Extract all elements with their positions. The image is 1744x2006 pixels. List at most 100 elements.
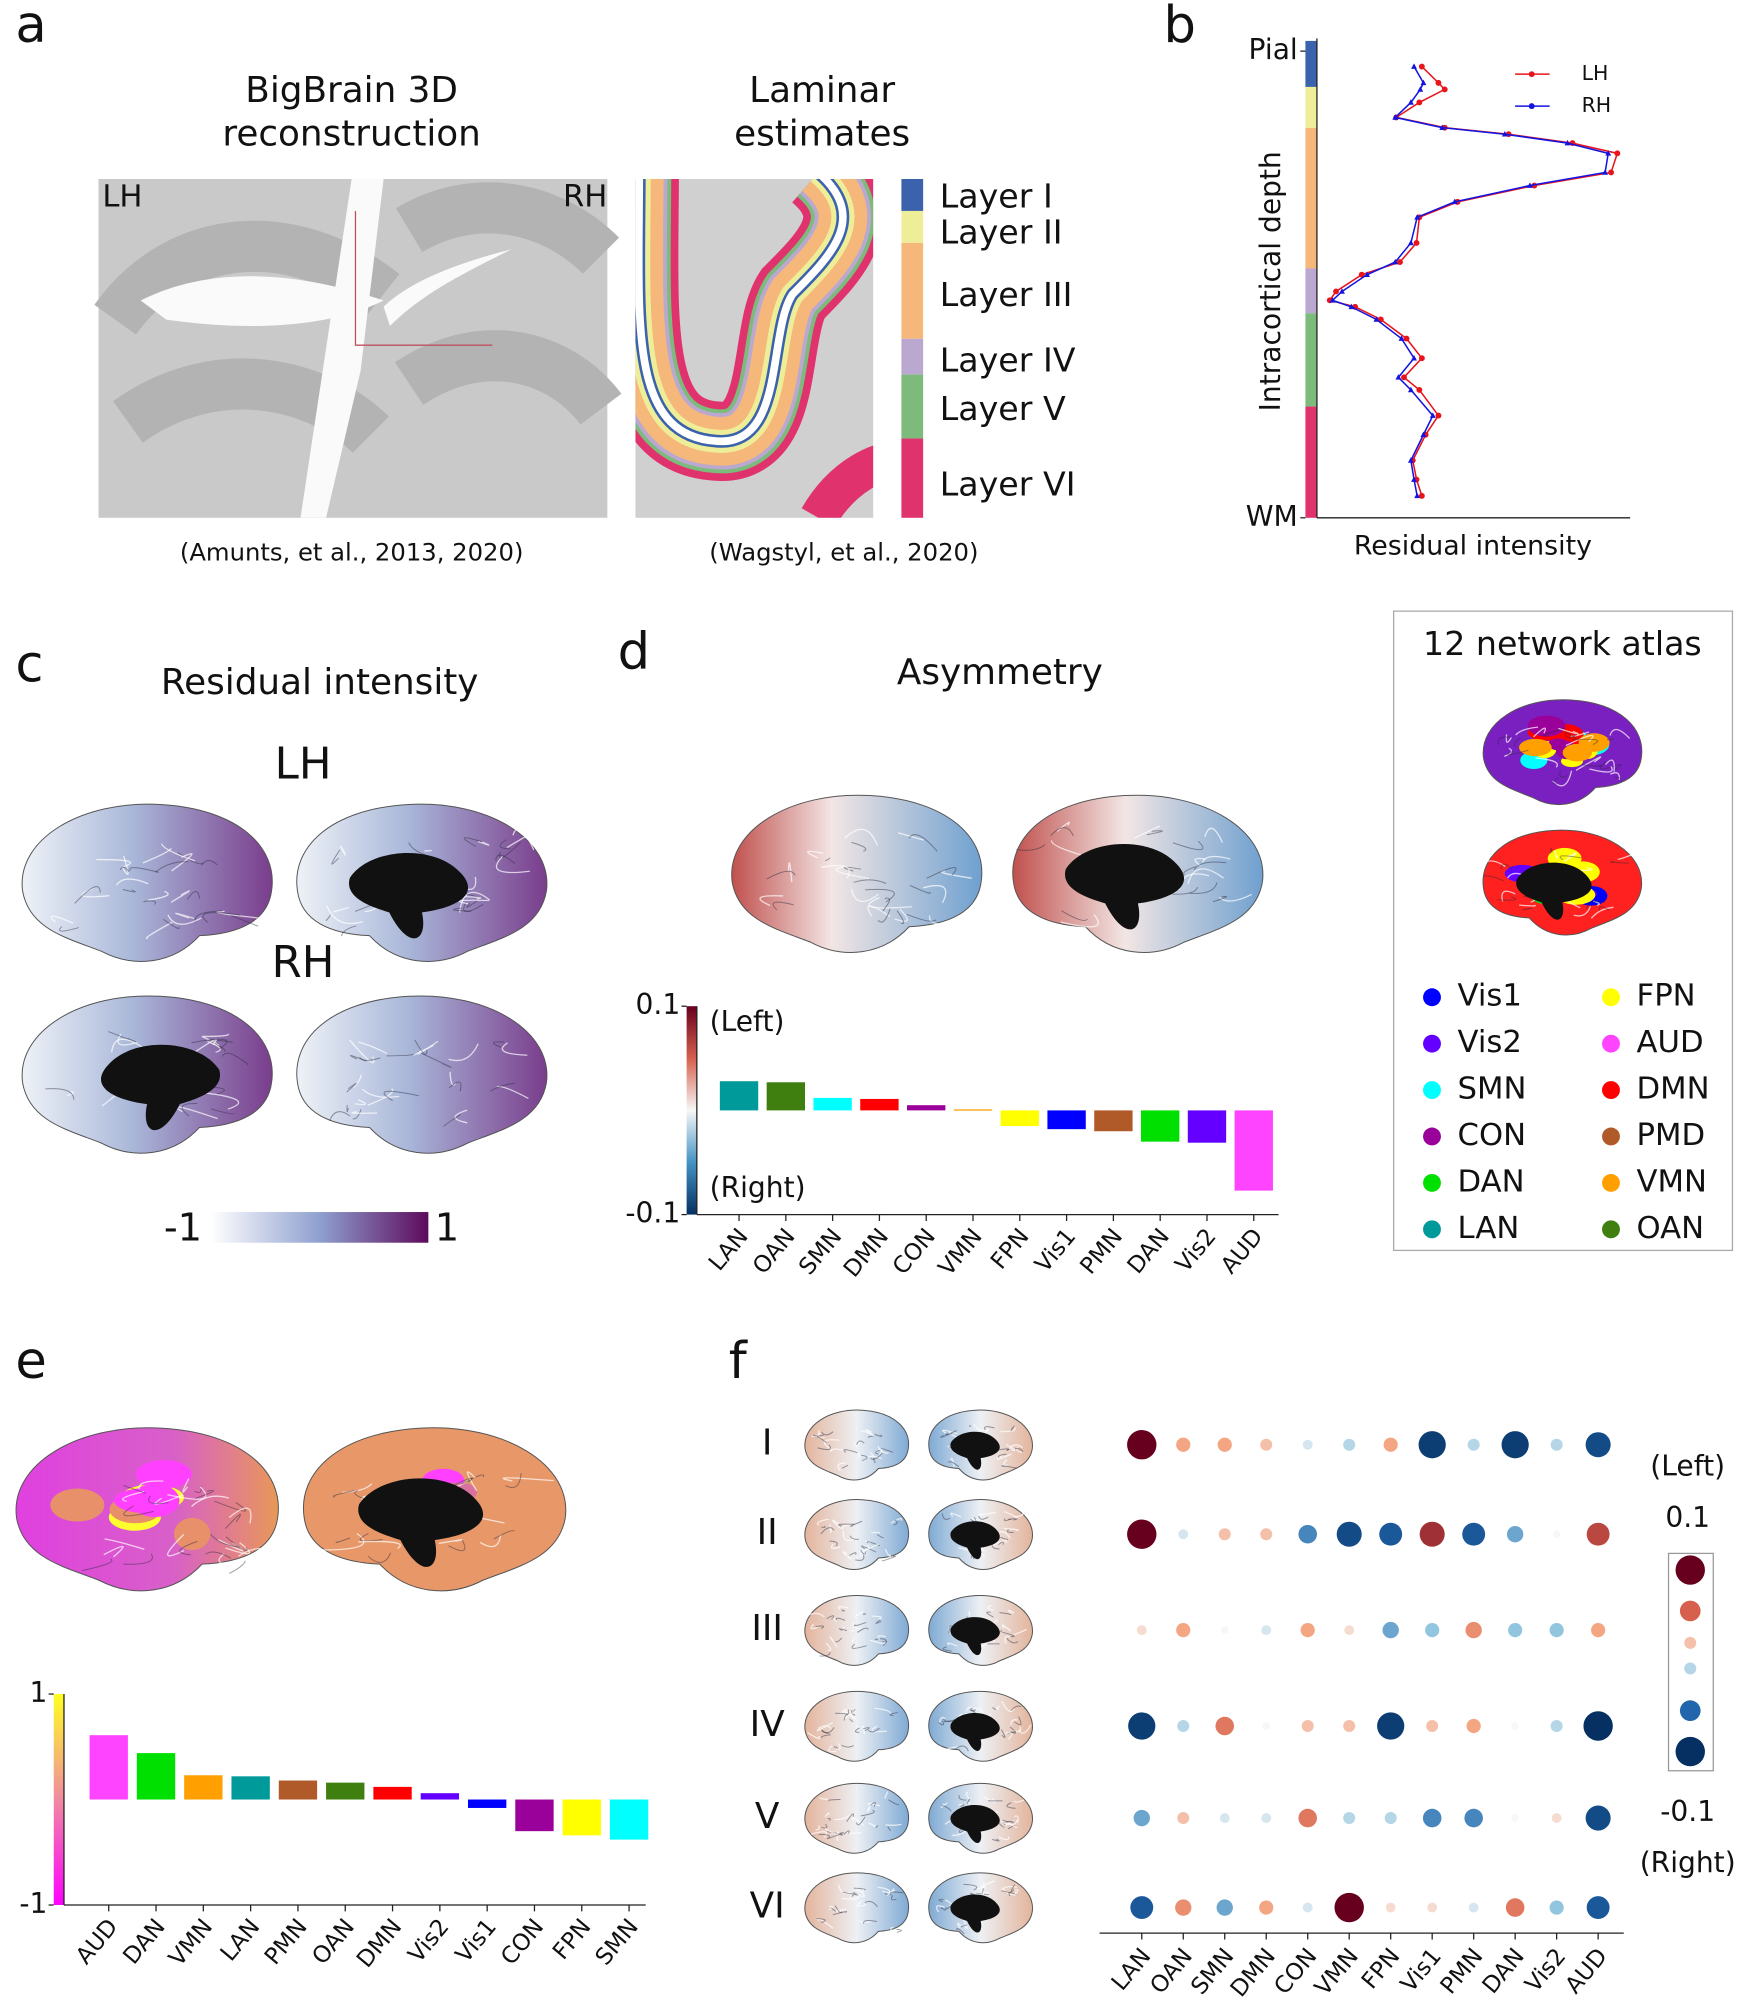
brain-sulcus (1483, 876, 1503, 881)
dot (1506, 1526, 1524, 1543)
panel-letter: e (15, 1332, 46, 1391)
brain-sulcus (944, 1719, 956, 1722)
brain-sulcus (809, 1613, 824, 1616)
point (1392, 114, 1399, 120)
white-matter (300, 178, 384, 518)
brain-sulcus (865, 1901, 877, 1906)
brain-sulcus (167, 1487, 205, 1500)
brain-sulcus (1001, 1886, 1017, 1890)
panel-title: Laminar (749, 70, 895, 111)
brain-sulcus (865, 889, 894, 901)
brain-region (174, 1517, 211, 1551)
brain-sulcus (891, 1518, 902, 1523)
point (1420, 431, 1427, 438)
brain-sulcus (418, 1052, 451, 1068)
brain-sulcus (910, 885, 930, 893)
brain-sulcus (882, 1556, 896, 1561)
brain-surface (297, 804, 547, 961)
brain-sulcus (425, 850, 432, 851)
brain-sulcus (368, 1089, 393, 1105)
layer-swatch (1305, 40, 1317, 87)
brain-sulcus (941, 1908, 945, 1911)
brain-sulcus (1014, 1816, 1018, 1823)
brain-sulcus (1219, 894, 1251, 901)
brain-region (130, 1483, 180, 1517)
brain-sulcus (854, 1622, 866, 1625)
layer-label: Layer II (940, 212, 1063, 251)
bar (373, 1786, 412, 1800)
point (1333, 288, 1339, 295)
brain-sulcus (821, 1727, 834, 1732)
x-tick-label: DAN (1478, 1944, 1530, 1999)
brain-sulcus (857, 1817, 866, 1825)
brain-sulcus (842, 1745, 854, 1747)
brain-surface (805, 1873, 909, 1943)
brain-sulcus (846, 1832, 862, 1834)
hemisphere-label: LH (102, 180, 142, 215)
brain-sulcus (341, 926, 356, 936)
brain-sulcus (1002, 1625, 1011, 1631)
brain-sulcus (999, 1836, 1009, 1839)
x-tick-label: FPN (1357, 1944, 1405, 1995)
dot (1501, 1431, 1529, 1459)
brain-sulcus (826, 1643, 831, 1650)
brain-sulcus (836, 867, 869, 879)
brain-sulcus (821, 1528, 834, 1534)
brain-sulcus (1188, 869, 1224, 884)
dot (1466, 1718, 1481, 1734)
brain-sulcus (816, 1626, 824, 1629)
dot (1344, 1625, 1355, 1636)
brain-sulcus (182, 1103, 197, 1116)
brain-sulcus (148, 892, 168, 901)
brain-sulcus (827, 1616, 834, 1620)
brain-sulcus (349, 1040, 373, 1063)
brain-sulcus (116, 879, 148, 885)
bar (278, 1780, 318, 1800)
brain-sulcus (1002, 1701, 1014, 1711)
dot (1383, 1437, 1398, 1452)
brain-sulcus (460, 892, 490, 912)
brain-sulcus (841, 1893, 858, 1899)
line-series (1331, 66, 1610, 497)
citation: (Wagstyl, et al., 2020) (709, 538, 978, 567)
gyrus (396, 182, 620, 275)
layer-swatch (901, 438, 924, 518)
legend-label: OAN (1637, 1211, 1705, 1246)
medial-wall (950, 1713, 1000, 1751)
brain-sulcus (859, 1453, 860, 1459)
dot (1468, 1902, 1479, 1913)
brain-sulcus (1589, 766, 1612, 772)
brain-surface (805, 1783, 909, 1853)
brain-sulcus (1004, 1821, 1015, 1827)
point (1451, 198, 1458, 205)
row-label: III (751, 1608, 783, 1649)
brain-sulcus (862, 1546, 869, 1553)
brain-sulcus (883, 1641, 887, 1645)
brain-sulcus (886, 1824, 902, 1825)
dot (1343, 1438, 1356, 1451)
dot (1427, 1902, 1438, 1913)
brain-sulcus (355, 1490, 365, 1499)
point (1441, 86, 1448, 93)
brain-sulcus (183, 1479, 189, 1493)
brain-sulcus (459, 900, 489, 904)
brain-sulcus (439, 1540, 463, 1544)
brain-sulcus (852, 1894, 858, 1896)
brain-sulcus (163, 919, 179, 928)
brain-surface (929, 1783, 1033, 1853)
point (1564, 139, 1571, 146)
brain-sulcus (863, 1921, 876, 1924)
brain-sulcus (862, 1726, 864, 1734)
point (1348, 303, 1355, 310)
brain-sulcus (168, 1535, 184, 1556)
panel-letter: d (618, 623, 650, 682)
brain-sulcus (1610, 862, 1628, 864)
brain-sulcus (923, 886, 946, 903)
brain-sulcus (1010, 1727, 1016, 1733)
colorbar (211, 1212, 429, 1243)
layer-label: Layer VI (940, 464, 1076, 503)
brain-sulcus (817, 1437, 826, 1443)
x-tick-label: PMN (260, 1914, 313, 1970)
brain-sulcus (1004, 1519, 1011, 1521)
brain-surface (22, 804, 272, 961)
